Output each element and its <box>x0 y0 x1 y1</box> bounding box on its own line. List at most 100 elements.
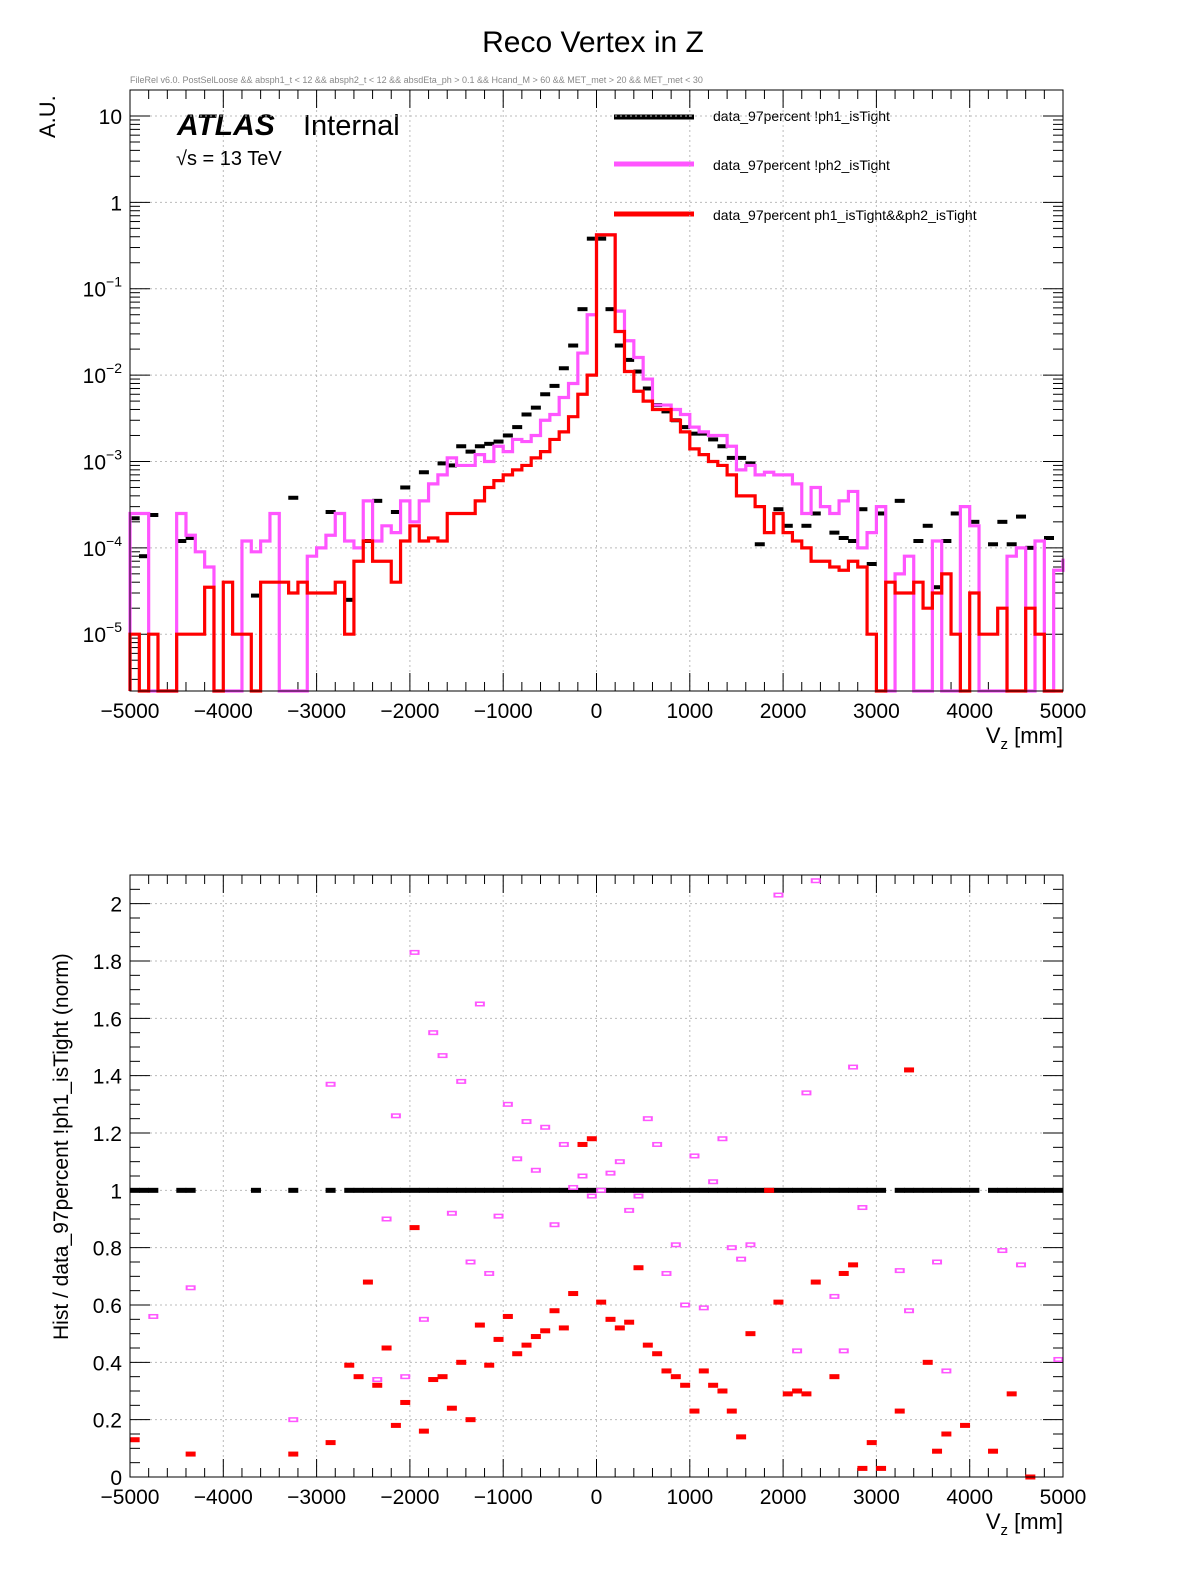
bottom-data-point <box>754 1187 765 1193</box>
bottom-data-point-center <box>831 1295 838 1298</box>
bottom-data-point <box>484 1362 495 1368</box>
top-data-point <box>801 523 812 528</box>
top-y-tick-label: 10−3 <box>83 446 123 474</box>
bottom-data-point <box>661 1368 672 1374</box>
bottom-data-point <box>1053 1187 1064 1193</box>
bottom-data-point <box>624 1187 635 1193</box>
chart-title: Reco Vertex in Z <box>482 26 704 59</box>
top-y-tick-label: 10−2 <box>83 360 123 388</box>
top-data-point <box>997 519 1008 524</box>
bottom-data-point <box>437 1187 448 1193</box>
bottom-x-tick-label: 0 <box>591 1486 603 1509</box>
legend-entry-red: data_97percent ph1_isTight&&ph2_isTight <box>713 207 977 223</box>
bottom-data-point <box>745 1187 756 1193</box>
bottom-x-tick-label: 1000 <box>666 1486 713 1509</box>
bottom-data-point <box>1006 1187 1017 1193</box>
bottom-data-point <box>437 1374 448 1380</box>
top-data-point <box>680 425 691 430</box>
bottom-data-point <box>792 1187 803 1193</box>
top-data-point <box>698 431 709 436</box>
top-data-point <box>1044 535 1055 540</box>
top-data-point <box>176 538 187 543</box>
bottom-data-point <box>614 1187 625 1193</box>
bottom-data-point <box>820 1187 831 1193</box>
bottom-data-point-center <box>840 1349 847 1352</box>
bottom-data-point <box>362 1187 373 1193</box>
top-data-point <box>876 511 887 516</box>
top-data-point <box>390 509 401 514</box>
bottom-data-point <box>717 1187 728 1193</box>
bottom-data-point-center <box>570 1186 577 1189</box>
top-series-line-2 <box>128 233 1063 693</box>
bottom-data-point-center <box>626 1209 633 1212</box>
top-data-point <box>950 511 961 516</box>
bottom-data-point-center <box>644 1117 651 1120</box>
bottom-x-tick-label: 4000 <box>946 1486 993 1509</box>
bottom-data-point-center <box>850 1066 857 1069</box>
bottom-data-point-center <box>430 1031 437 1034</box>
bottom-data-point <box>932 1187 943 1193</box>
bottom-data-point <box>400 1187 411 1193</box>
bottom-data-point <box>409 1225 420 1231</box>
top-data-point <box>661 409 672 414</box>
top-data-point <box>521 412 532 417</box>
bottom-data-point <box>1025 1187 1036 1193</box>
top-y-tick-label: 1 <box>110 192 122 215</box>
bottom-data-point-center <box>859 1206 866 1209</box>
bottom-data-point <box>465 1187 476 1193</box>
bottom-y-tick-label: 0 <box>110 1467 122 1490</box>
bottom-data-point <box>904 1187 915 1193</box>
top-data-point <box>465 449 476 454</box>
bottom-data-point <box>988 1448 999 1454</box>
bottom-data-point <box>428 1187 439 1193</box>
bottom-data-point <box>288 1451 299 1457</box>
top-data-point <box>969 519 980 524</box>
bottom-data-point <box>288 1187 299 1193</box>
bottom-data-point <box>577 1141 588 1147</box>
bottom-data-point <box>801 1391 812 1397</box>
top-data-point <box>988 542 999 547</box>
bottom-data-point-center <box>672 1243 679 1246</box>
bottom-data-point <box>810 1187 821 1193</box>
bottom-data-point <box>708 1382 719 1388</box>
bottom-data-point-center <box>392 1114 399 1117</box>
bottom-data-point <box>390 1422 401 1428</box>
bottom-data-point-center <box>663 1272 670 1275</box>
top-data-point <box>446 463 457 468</box>
top-data-point <box>894 498 905 503</box>
bottom-data-point <box>1006 1391 1017 1397</box>
bottom-data-point <box>857 1187 868 1193</box>
bottom-data-point-center <box>812 879 819 882</box>
bottom-data-point <box>708 1187 719 1193</box>
bottom-data-point <box>773 1299 784 1305</box>
bottom-data-point <box>857 1465 868 1471</box>
top-data-point <box>372 498 383 503</box>
bottom-data-point <box>801 1187 812 1193</box>
bottom-data-point <box>652 1187 663 1193</box>
top-x-tick-label: 5000 <box>1040 700 1087 723</box>
bottom-data-point <box>558 1187 569 1193</box>
top-data-point <box>614 343 625 348</box>
top-data-point <box>848 538 859 543</box>
bottom-data-point-center <box>719 1137 726 1140</box>
bottom-data-point <box>474 1322 485 1328</box>
legend-entry-magenta: data_97percent !ph2_isTight <box>713 157 890 173</box>
bottom-data-point <box>512 1351 523 1357</box>
bottom-data-point <box>773 1187 784 1193</box>
top-data-point <box>250 593 261 598</box>
bottom-data-point-center <box>402 1375 409 1378</box>
bottom-data-point <box>969 1187 980 1193</box>
top-data-point <box>857 507 868 512</box>
top-data-point <box>325 509 336 514</box>
top-plot-frame <box>129 89 1064 692</box>
legend: data_97percent !ph1_isTight data_97perce… <box>614 108 977 223</box>
bottom-data-point <box>390 1187 401 1193</box>
bottom-data-point-center <box>803 1091 810 1094</box>
bottom-data-point <box>988 1187 999 1193</box>
top-data-point <box>484 441 495 446</box>
top-data-point <box>437 461 448 466</box>
bottom-plot-area: −5000 −4000 −3000 −2000 −1000 0 1000 2000 3000 40… <box>93 874 1086 1539</box>
bottom-data-point <box>1016 1187 1027 1193</box>
top-data-point <box>540 392 551 397</box>
bottom-data-point <box>782 1187 793 1193</box>
